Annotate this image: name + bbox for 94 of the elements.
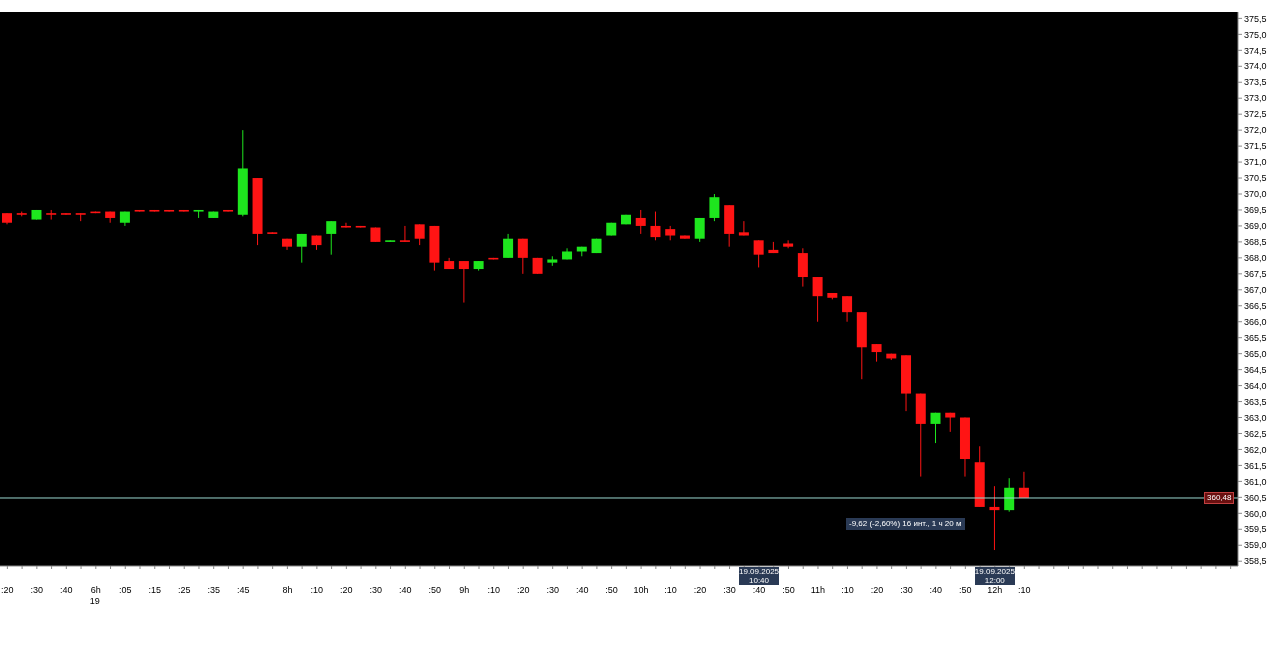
y-tick-label: 362,5 [1244,428,1267,439]
x-tick-label: :50 [605,585,618,596]
x-tick-label: :50 [782,585,795,596]
x-tick-label: :40 [575,585,589,596]
y-tick-label: 366,0 [1244,316,1267,327]
x-tick-label: :40 [929,585,943,596]
candlestick [503,233,514,259]
x-tick-label: :30 [546,585,559,596]
y-tick-label: 370,0 [1244,189,1267,200]
y-tick-label: 375,5 [1244,13,1267,24]
y-tick-label: 371,0 [1244,157,1267,168]
candlestick [650,211,661,241]
candlestick [340,222,351,229]
x-tick-label: :30 [30,585,44,596]
x-tick-label: 6h [90,585,101,596]
candlestick [753,239,764,268]
x-tick-label: :35 [207,585,220,596]
y-tick-label: 360,5 [1244,492,1267,503]
annotation: -9,62 (-2,60%) 16 инт., 1 ч 20 м [846,518,965,530]
candlestick [797,247,808,288]
y-tick-label: 365,0 [1244,348,1267,359]
y-tick-label: 374,0 [1244,61,1267,72]
text: 19 [89,596,100,606]
candlestick [989,485,1000,551]
y-tick-label: 372,0 [1244,125,1267,136]
candlestick [783,239,794,249]
x-tick-label: :50 [428,585,442,596]
candlestick [517,238,528,275]
candlestick [635,209,646,235]
x-tick-label: :25 [177,585,191,596]
y-tick-label: 363,5 [1244,396,1267,407]
x-tick-label: :10 [1018,585,1031,596]
x-tick-label: :05 [119,585,132,596]
x-tick-label: 12h [987,585,1003,596]
text: 19.09.2025 10:40 [739,567,780,585]
y-tick-label: 363,0 [1244,412,1267,423]
y-tick-label: 361,5 [1244,460,1267,471]
x-tick-label: 11h [810,585,826,596]
y-tick-label: 367,0 [1244,284,1267,295]
x-tick-label: :50 [959,585,972,596]
x-tick-label: :40 [752,585,766,596]
y-tick-label: 372,5 [1244,109,1267,120]
y-tick-label: 365,5 [1244,332,1267,343]
ref-line-label: 360,48 [1204,491,1235,504]
y-tick-label: 358,5 [1244,556,1267,567]
x-tick-label: :30 [900,585,913,596]
candlestick [709,193,720,222]
x-tick-label: :30 [723,585,736,596]
y-tick-label: 370,5 [1244,173,1267,184]
y-tick-label: 360,0 [1244,508,1267,519]
candlestick [414,223,425,246]
y-tick-label: 368,5 [1244,237,1267,248]
x-tick-label: :15 [148,585,162,596]
text: 19.09.2025 12:00 [974,567,1015,585]
y-tick-label: 364,5 [1244,364,1267,375]
candlestick [326,220,337,256]
candlestick [842,295,853,323]
x-tick-label: :10 [487,585,500,596]
y-tick-label: 362,0 [1244,444,1267,455]
y-tick-label: 364,0 [1244,380,1267,391]
x-tick-label: :20 [870,585,884,596]
x-tick-label: :20 [1,585,14,596]
candlestick [812,276,823,323]
y-tick-label: 361,0 [1244,476,1267,487]
y-tick-label: 359,0 [1244,540,1267,551]
x-tick-label: :20 [340,585,353,596]
candlestick [296,233,307,264]
candlestick [930,412,941,444]
y-tick-label: 367,5 [1244,269,1267,280]
x-tick-label: :10 [841,585,854,596]
y-tick-label: 373,0 [1244,93,1267,104]
x-tick-label: :20 [516,585,530,596]
x-tick-label: :20 [693,585,707,596]
y-tick-label: 375,0 [1244,29,1267,40]
y-tick-label: 369,5 [1244,205,1267,216]
y-tick-label: 359,5 [1244,524,1267,535]
x-tick-label: 8h [282,585,293,596]
x-tick-label: 10h [633,585,649,596]
x-tick-label: :40 [60,585,73,596]
x-tick-label: 9h [459,585,470,596]
y-tick-label: 374,5 [1244,45,1267,56]
y-tick-label: 369,0 [1244,221,1267,232]
x-tick-label: :40 [399,585,412,596]
candlestick [458,260,469,304]
y-tick-label: 368,0 [1244,253,1267,264]
y-tick-label: 366,5 [1244,300,1267,311]
x-tick-label: :10 [310,585,324,596]
candlestick [399,225,410,243]
candlestick [738,220,749,237]
x-tick-label: :10 [664,585,677,596]
y-tick-label: 371,5 [1244,141,1267,152]
x-tick-label: :30 [369,585,383,596]
y-tick-label: 373,5 [1244,77,1267,88]
x-tick-label: :45 [236,585,250,596]
